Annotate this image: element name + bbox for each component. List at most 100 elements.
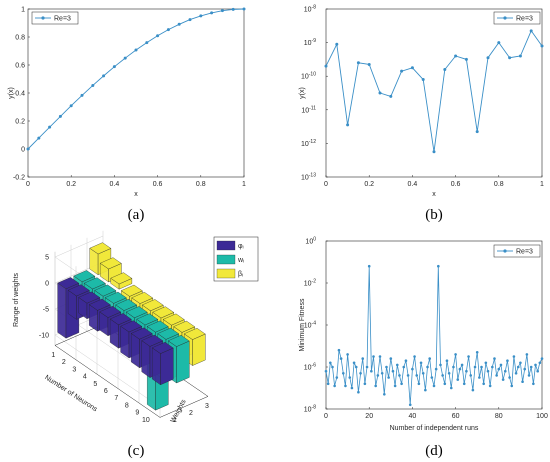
ytick-exponent-d: -8 (312, 405, 317, 411)
data-point-d (331, 365, 334, 369)
ytick-label-d: 10-8 (304, 405, 316, 414)
bar-face-top (88, 298, 111, 311)
data-point-d (467, 355, 470, 358)
xtick-label-c: 2 (62, 359, 66, 366)
ytick-label-a: 0.2 (15, 119, 25, 126)
data-point-b (497, 41, 501, 45)
data-point-b (324, 64, 328, 68)
data-point-d (363, 382, 367, 386)
data-point-d (540, 357, 544, 360)
xtick-label-d: 40 (409, 413, 417, 420)
data-point-d (441, 374, 444, 377)
data-point-d (421, 372, 425, 375)
ytick-label-d: 10-4 (304, 321, 316, 330)
bar-face-top (146, 320, 169, 333)
data-point-d (443, 382, 447, 386)
data-point-a (37, 136, 41, 140)
data-point-a (91, 83, 95, 87)
ytick-label-a: -0.2 (13, 175, 25, 182)
data-point-b (389, 94, 393, 98)
data-point-d (393, 384, 397, 388)
data-point-b (400, 69, 404, 73)
data-point-d (532, 382, 535, 386)
data-point-d (424, 388, 427, 392)
bar-phi (151, 342, 174, 386)
xtick-label-a: 0 (26, 181, 30, 188)
ytick-label-b: 10-11 (301, 105, 316, 114)
data-point-b (346, 123, 350, 127)
xtick-label-c: 5 (93, 381, 97, 388)
xtick-label-d: 60 (452, 413, 460, 420)
data-point-d (400, 382, 403, 386)
data-point-d (344, 384, 347, 388)
ztick-label-c: 5 (45, 255, 49, 262)
data-point-a (48, 125, 52, 129)
data-point-d (493, 357, 496, 360)
data-point-d (372, 355, 375, 358)
data-point-b (410, 66, 414, 70)
data-point-b (421, 78, 425, 82)
data-point-d (497, 367, 501, 371)
ytick-label-d: 10-6 (304, 363, 316, 372)
data-point-d (516, 365, 520, 369)
data-point-d (460, 363, 464, 367)
data-point-d (408, 403, 412, 407)
data-point-d (508, 376, 511, 379)
data-point-d (514, 372, 518, 375)
xtick-label-b: 0.2 (364, 181, 374, 188)
data-point-a (199, 14, 203, 18)
xtick-label-a: 0.2 (66, 181, 76, 188)
legend-a: Re=3 (31, 11, 79, 25)
data-point-d (473, 365, 477, 369)
bar-face-top (167, 335, 190, 347)
data-point-d (341, 372, 345, 375)
ytick-exponent-d: -6 (312, 363, 317, 369)
xtick-label-d: 20 (365, 413, 373, 420)
ytick-label-d: 10-2 (304, 279, 316, 288)
ytick-label-c: 1 (173, 417, 177, 424)
data-point-d (449, 386, 453, 390)
ytick-label-a: 1 (21, 7, 25, 14)
legend-label-d: Re=3 (516, 249, 533, 256)
xlabel-c: Number of Neurons (43, 374, 98, 413)
bar-face-front (160, 347, 174, 386)
ytick-exponent-b: -9 (312, 38, 317, 44)
data-point-d (510, 384, 514, 388)
data-point-d (512, 355, 516, 358)
data-point-d (367, 264, 371, 268)
bar-face-top (109, 313, 132, 325)
bar-face-top (99, 257, 122, 270)
bar-face-top (104, 291, 127, 304)
data-point-d (352, 361, 356, 365)
ytick-label-d: 100 (305, 237, 316, 246)
bar-face-side (152, 347, 161, 386)
legend-d: Re=3 (493, 244, 541, 258)
ytick-label-a: 0.8 (15, 35, 25, 42)
data-point-d (385, 365, 388, 369)
data-point-d (478, 376, 481, 379)
data-point-d (359, 372, 362, 375)
plot-area-d (325, 240, 543, 410)
bar-face-top (73, 270, 96, 282)
data-point-d (370, 369, 373, 373)
data-point-b (432, 150, 436, 154)
data-point-d (374, 384, 377, 388)
data-point-d (475, 351, 479, 354)
xtick-label-b: 0 (324, 181, 328, 188)
zlabel-c: Range of weights (13, 272, 20, 327)
data-point-d (437, 264, 440, 268)
xtick-label-c: 4 (83, 374, 87, 381)
bar-face-top (110, 272, 133, 285)
bar-face-front (176, 340, 190, 384)
bar-beta (99, 257, 122, 283)
ztick-label-c: -10 (39, 333, 49, 340)
data-point-d (486, 369, 490, 373)
bar-face-top (99, 306, 122, 318)
data-point-d (456, 378, 460, 381)
bar-face-top (136, 313, 159, 326)
legend-c: φᵢ wᵢ βᵢ (213, 236, 259, 282)
data-point-d (413, 355, 416, 358)
data-point-d (411, 367, 414, 371)
data-point-d (406, 374, 410, 377)
plot-area-a (27, 8, 245, 178)
